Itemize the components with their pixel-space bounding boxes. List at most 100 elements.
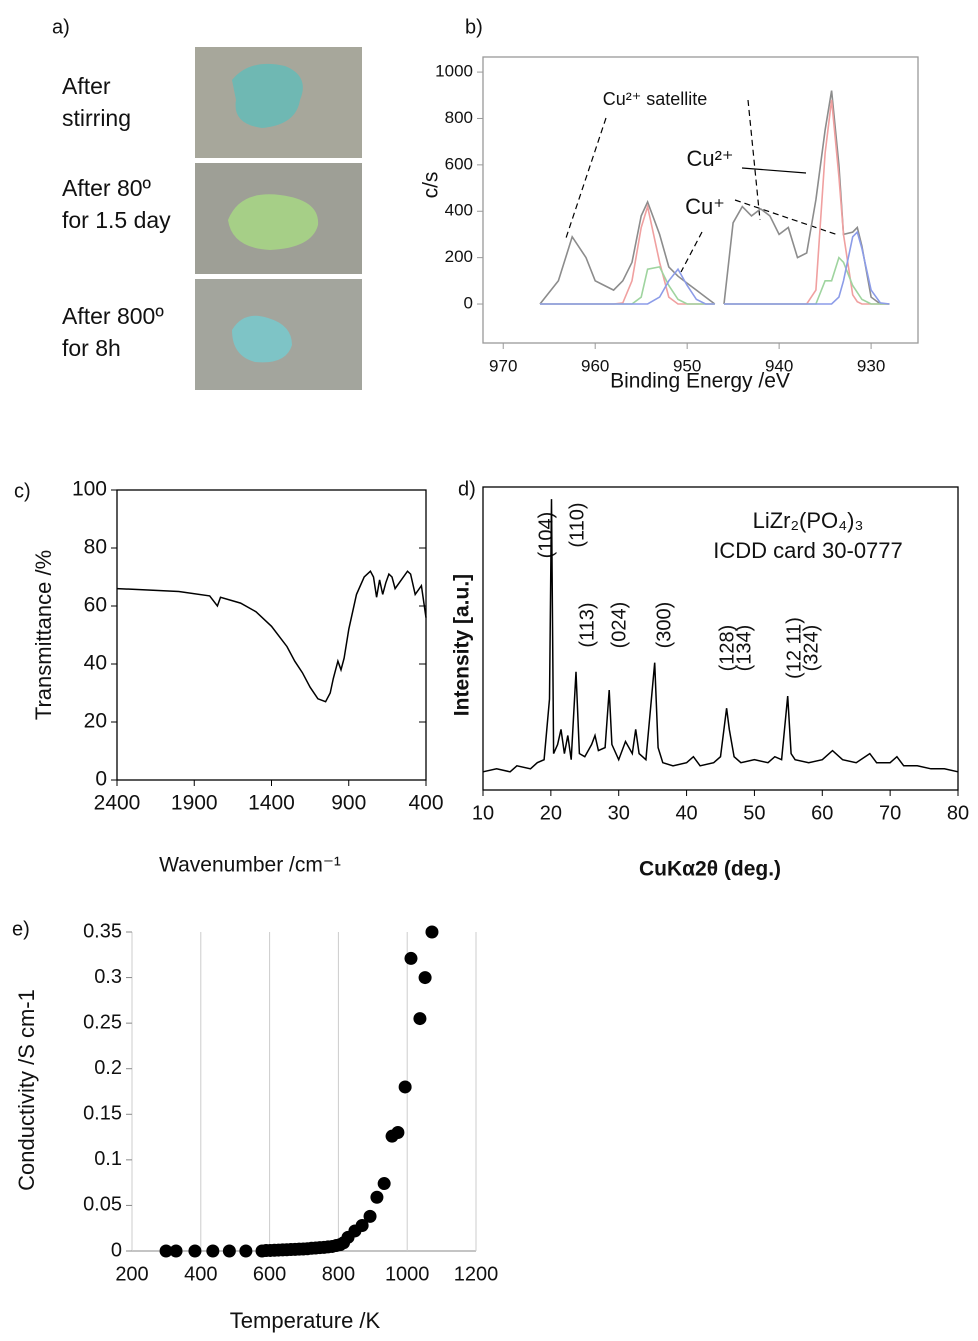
x-tick-label: 940: [765, 356, 793, 375]
x-tick-label: 400: [184, 1263, 217, 1285]
peak-label: (300): [653, 602, 675, 649]
peak-label: (110): [566, 502, 588, 547]
x-tick-label: 900: [331, 792, 366, 815]
y-tick-label: 800: [445, 108, 473, 127]
panel-label: a): [52, 16, 70, 38]
x-tick-label: 80: [947, 802, 969, 824]
x-tick-label: 2400: [94, 792, 141, 815]
chart-title: LiZr₂(PO₄)₃: [753, 508, 864, 533]
chart-title: ICDD card 30-0777: [713, 538, 903, 563]
peak-label: (104): [535, 512, 557, 559]
data-point: [377, 1177, 391, 1191]
x-tick-label: 600: [253, 1263, 286, 1285]
y-tick-label: 600: [445, 154, 473, 173]
data-line: [116, 569, 427, 703]
x-tick-label: 30: [608, 802, 630, 824]
y-axis-title: Intensity [a.u.]: [451, 574, 474, 716]
data-point: [363, 1209, 377, 1223]
x-tick-label: 970: [489, 356, 517, 375]
x-tick-label: 1000: [385, 1263, 430, 1285]
caption: stirring: [62, 105, 131, 131]
data-point: [206, 1244, 220, 1258]
data-point: [169, 1244, 183, 1258]
panel-label: d): [458, 478, 476, 500]
data-point: [425, 925, 439, 939]
y-tick-label: 0.25: [83, 1011, 122, 1033]
y-axis-title: Conductivity /S cm-1: [14, 989, 39, 1191]
peak-label: (113): [576, 602, 598, 647]
x-tick-label: 40: [675, 802, 697, 824]
y-tick-label: 20: [84, 710, 107, 733]
data-point: [222, 1244, 236, 1258]
plot-frame: [482, 486, 959, 791]
caption: After 800º: [62, 303, 164, 329]
y-tick-label: 0.05: [83, 1194, 122, 1216]
x-axis-title: Binding Energy /eV: [610, 370, 790, 393]
x-tick-label: 400: [408, 792, 443, 815]
peak-label: (128): [716, 625, 738, 672]
x-tick-label: 960: [581, 356, 609, 375]
y-tick-label: 0: [464, 294, 473, 313]
data-point: [188, 1244, 202, 1258]
y-tick-label: 40: [84, 652, 107, 675]
data-point: [398, 1080, 412, 1094]
x-tick-label: 800: [322, 1263, 355, 1285]
y-tick-label: 0.2: [94, 1057, 122, 1079]
panel-label: b): [465, 16, 483, 38]
y-axis-title: c/s: [420, 172, 443, 199]
plot-frame: [116, 489, 427, 781]
y-tick-label: 1000: [435, 62, 473, 81]
y-tick-label: 200: [445, 247, 473, 266]
x-tick-label: 50: [743, 802, 765, 824]
caption: After 80º: [62, 175, 152, 201]
data-line: [540, 256, 890, 305]
y-tick-label: 0: [111, 1239, 122, 1261]
y-tick-label: 80: [84, 536, 107, 559]
data-point: [239, 1244, 253, 1258]
x-tick-label: 60: [811, 802, 833, 824]
x-tick-label: 1200: [454, 1263, 499, 1285]
x-tick-label: 1400: [248, 792, 295, 815]
data-point: [370, 1190, 384, 1204]
peak-label: (024): [608, 602, 630, 649]
leader-lines: [565, 99, 839, 273]
x-tick-label: 950: [673, 356, 701, 375]
data-point: [355, 1218, 369, 1232]
x-tick-label: 70: [879, 802, 901, 824]
data-point: [159, 1244, 173, 1258]
peak-label: (134): [733, 625, 755, 672]
y-tick-label: 0.35: [83, 920, 122, 942]
panel-label: c): [14, 480, 31, 502]
y-tick-label: 0.15: [83, 1103, 122, 1125]
x-tick-label: 930: [857, 356, 885, 375]
x-axis-title: CuKα2θ (deg.): [639, 858, 781, 881]
x-tick-label: 10: [472, 802, 494, 824]
x-tick-label: 200: [115, 1263, 148, 1285]
plot-frame: [482, 56, 919, 344]
y-axis-title: Transmittance /%: [31, 550, 56, 720]
panel-label: e): [12, 918, 30, 940]
x-axis-title: Wavenumber /cm⁻¹: [159, 854, 341, 877]
y-tick-label: 400: [445, 201, 473, 220]
data-line: [482, 499, 959, 773]
y-tick-label: 100: [72, 478, 107, 501]
photo: [195, 47, 362, 158]
data-line: [540, 230, 890, 305]
annotation: Cu⁺: [685, 194, 725, 219]
photo: [195, 279, 362, 390]
data-point: [404, 951, 418, 965]
caption: After: [62, 73, 111, 99]
annotation: Cu²⁺ satellite: [603, 89, 708, 109]
data-line: [539, 90, 890, 305]
data-point: [391, 1126, 405, 1140]
x-axis-title: Temperature /K: [230, 1308, 381, 1333]
y-tick-label: 0.3: [94, 966, 122, 988]
caption: for 8h: [62, 335, 121, 361]
data-point: [418, 971, 432, 985]
y-tick-label: 0.1: [94, 1148, 122, 1170]
y-tick-label: 60: [84, 594, 107, 617]
data-point: [413, 1012, 427, 1026]
caption: for 1.5 day: [62, 207, 171, 233]
